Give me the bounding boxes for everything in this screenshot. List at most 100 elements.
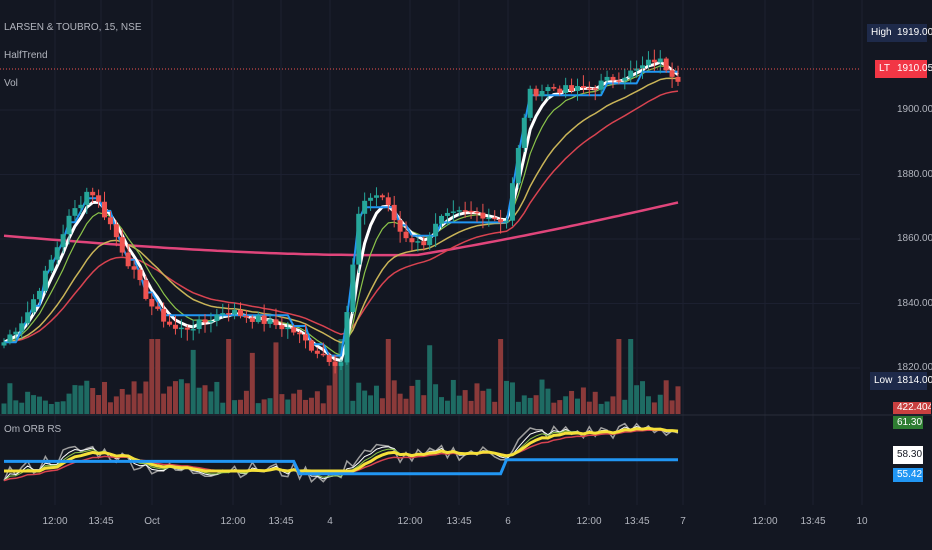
candle-body xyxy=(651,59,657,63)
candle-body xyxy=(663,58,669,71)
candle-body xyxy=(119,237,125,253)
candle-body xyxy=(249,317,255,322)
candle-body xyxy=(332,362,338,366)
candle-body xyxy=(521,117,527,148)
candle-body xyxy=(172,324,178,329)
volume-bar xyxy=(545,388,551,414)
volume-bar xyxy=(208,391,214,414)
time-tick-label: 12:00 xyxy=(42,516,68,527)
candle-body xyxy=(320,353,326,356)
candle-body xyxy=(409,238,415,243)
high-value-badge: 1919.00 xyxy=(893,24,932,42)
candle-body xyxy=(267,319,273,324)
candle-body xyxy=(13,331,19,335)
volume-bar xyxy=(303,399,309,414)
candle-body xyxy=(344,312,350,363)
legend-halftrend[interactable]: HalfTrend xyxy=(4,50,48,61)
oscillator-pane xyxy=(3,422,679,483)
volume-bar xyxy=(31,395,37,414)
candle-body xyxy=(492,217,498,220)
volume-bar xyxy=(107,402,113,414)
candle-body xyxy=(155,306,161,309)
candle-body xyxy=(645,59,651,66)
legend-oscillator[interactable]: Om ORB RS xyxy=(4,424,62,435)
candle-body xyxy=(226,313,232,315)
volume-badge: 422.404K xyxy=(893,402,931,414)
candle-body xyxy=(533,88,539,97)
volume-bar xyxy=(368,395,374,414)
time-tick-label: 10 xyxy=(856,516,868,527)
candle-body xyxy=(66,215,72,235)
candle-body xyxy=(675,76,681,82)
volume-bar xyxy=(7,383,13,414)
volume-bar xyxy=(669,400,675,414)
osc-bottom-badge: 55.42 xyxy=(893,468,923,482)
candle-body xyxy=(379,195,385,198)
candle-body xyxy=(616,80,622,82)
volume-bar xyxy=(657,394,663,414)
candle-body xyxy=(368,197,374,201)
volume-bar xyxy=(279,394,285,414)
volume-bar xyxy=(320,403,326,414)
candle-body xyxy=(54,247,60,260)
candle-body xyxy=(214,314,220,321)
volume-bar xyxy=(634,385,640,414)
volume-bar xyxy=(172,381,178,414)
volume-bar xyxy=(586,401,592,414)
candle-body xyxy=(96,195,102,202)
time-tick-label: Oct xyxy=(144,516,160,527)
volume-bar xyxy=(143,381,149,414)
volume-bar xyxy=(161,393,167,414)
time-tick-label: 12:00 xyxy=(397,516,423,527)
candle-body xyxy=(439,215,445,224)
volume-bar xyxy=(350,400,356,414)
candle-body xyxy=(184,327,190,330)
candle-body xyxy=(545,87,551,92)
volume-bar xyxy=(220,402,226,414)
candle-body xyxy=(31,299,37,313)
candle-body xyxy=(669,70,675,77)
candle-body xyxy=(486,217,492,220)
volume-bar xyxy=(291,393,297,414)
time-tick-label: 12:00 xyxy=(576,516,602,527)
candle-body xyxy=(456,210,462,212)
low-label-badge: Low xyxy=(870,372,893,390)
volume-bar xyxy=(13,400,19,414)
candle-body xyxy=(480,212,486,219)
volume-bar xyxy=(113,396,119,414)
volume-bar xyxy=(450,379,456,414)
volume-bar xyxy=(574,398,580,414)
candle-body xyxy=(25,312,31,324)
volume-bar xyxy=(397,393,403,414)
symbol-title[interactable]: LARSEN & TOUBRO, 15, NSE xyxy=(4,22,142,33)
candle-body xyxy=(474,211,480,214)
volume-bar xyxy=(663,380,669,414)
candle-body xyxy=(356,213,362,265)
volume-bar xyxy=(72,385,78,414)
candles xyxy=(1,49,681,374)
volume-bar xyxy=(415,379,421,414)
candle-body xyxy=(279,325,285,330)
candle-body xyxy=(303,334,309,341)
candle-body xyxy=(515,147,521,184)
volume-bar xyxy=(486,388,492,414)
candle-body xyxy=(196,319,202,330)
volume-bar xyxy=(598,403,604,414)
volume-bars xyxy=(1,339,681,414)
candle-body xyxy=(113,224,119,238)
time-tick-label: 12:00 xyxy=(752,516,778,527)
candle-body xyxy=(161,308,167,322)
candle-body xyxy=(391,204,397,221)
volume-bar xyxy=(102,381,108,414)
volume-bar xyxy=(19,402,25,414)
candle-body xyxy=(220,313,226,315)
candle-body xyxy=(285,327,291,330)
candle-body xyxy=(243,315,249,318)
legend-vol[interactable]: Vol xyxy=(4,78,18,89)
candle-body xyxy=(427,236,433,246)
candle-body xyxy=(48,259,54,271)
candle-body xyxy=(362,200,368,214)
time-tick-label: 13:45 xyxy=(624,516,650,527)
time-tick-label: 12:00 xyxy=(220,516,246,527)
